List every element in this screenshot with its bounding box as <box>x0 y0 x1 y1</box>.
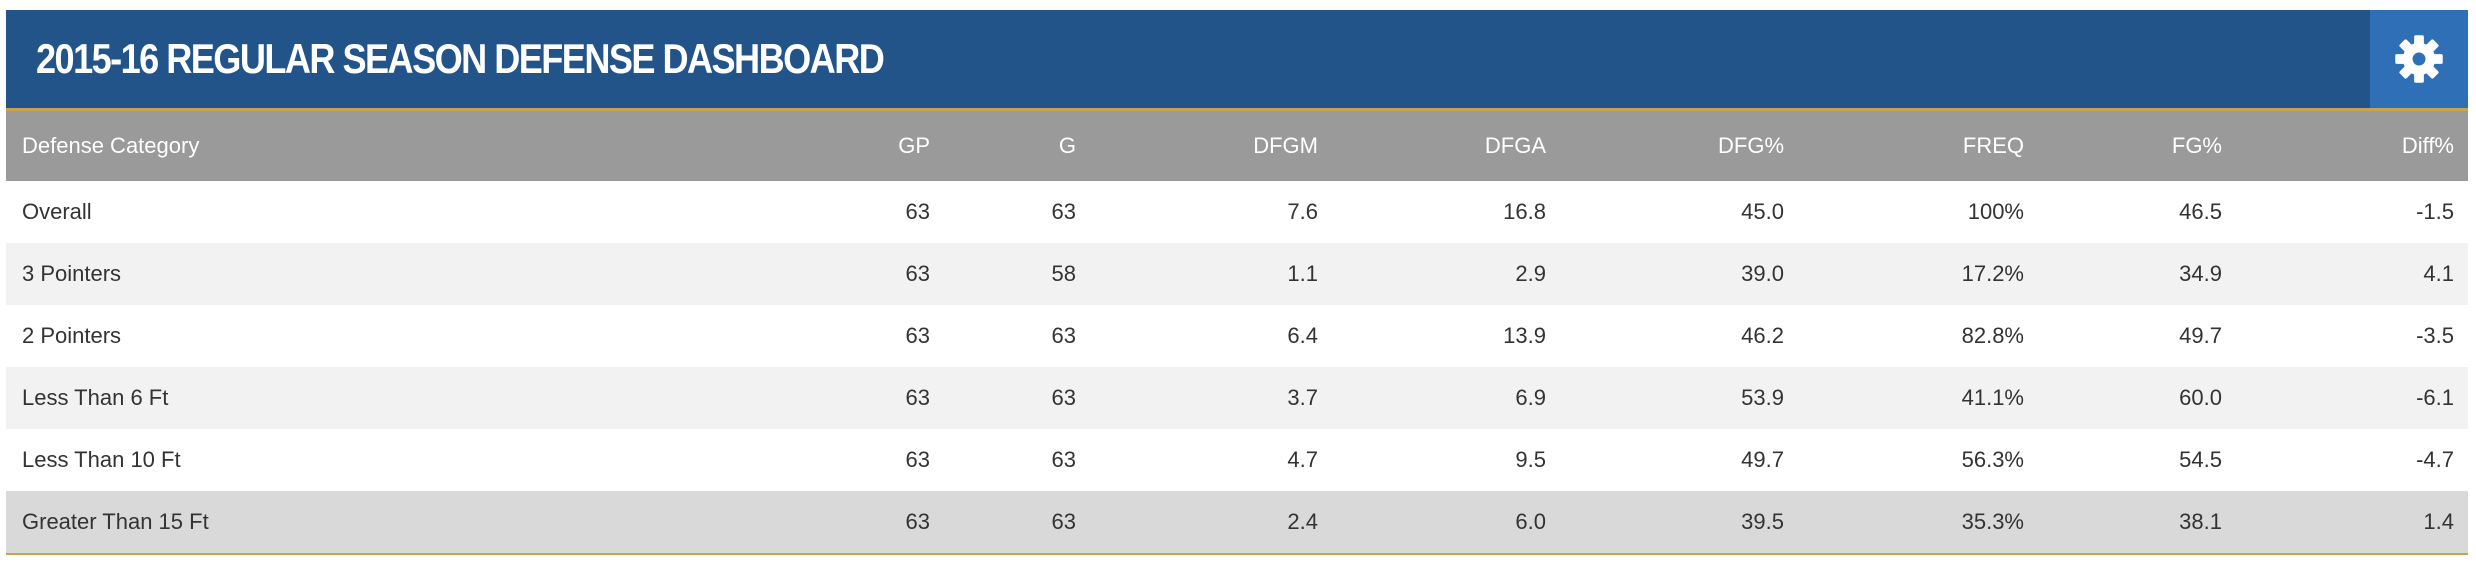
dashboard-title: 2015-16 REGULAR SEASON DEFENSE DASHBOARD <box>36 35 885 82</box>
cell-dfga: 6.9 <box>1515 385 1546 410</box>
cell-freq: 56.3% <box>1961 447 2024 472</box>
defense-dashboard-panel: 2015-16 REGULAR SEASON DEFENSE DASHBOARD <box>6 10 2468 555</box>
cell-dfgm: 4.7 <box>1287 447 1318 472</box>
cell-gp: 63 <box>905 385 930 410</box>
cell-dfg-pct: 45.0 <box>1741 199 1784 224</box>
cell-freq: 82.8% <box>1961 323 2024 348</box>
cell-dfga: 13.9 <box>1503 323 1546 348</box>
cell-dfgm: 3.7 <box>1287 385 1318 410</box>
cell-fg-pct: 38.1 <box>2179 509 2222 534</box>
cell-g: 63 <box>1051 323 1076 348</box>
column-header-dfg-pct[interactable]: DFG% <box>1718 133 1784 158</box>
cell-defense-category: Less Than 6 Ft <box>22 385 169 410</box>
cell-diff-pct: -6.1 <box>2416 385 2454 410</box>
gear-icon <box>2392 32 2446 86</box>
cell-defense-category: Overall <box>22 199 92 224</box>
column-header-dfgm[interactable]: DFGM <box>1253 133 1318 158</box>
column-header-freq[interactable]: FREQ <box>1962 133 2024 158</box>
cell-fg-pct: 49.7 <box>2179 323 2222 348</box>
column-header-diff-pct[interactable]: Diff% <box>2401 133 2454 158</box>
settings-button[interactable] <box>2370 10 2468 108</box>
column-header-dfga[interactable]: DFGA <box>1484 133 1546 158</box>
table-row: Greater Than 15 Ft 63 63 2.4 6.0 39.5 35… <box>6 491 2468 553</box>
cell-diff-pct: -3.5 <box>2416 323 2454 348</box>
cell-gp: 63 <box>905 509 930 534</box>
cell-diff-pct: -1.5 <box>2416 199 2454 224</box>
cell-freq: 35.3% <box>1961 509 2024 534</box>
cell-defense-category: Less Than 10 Ft <box>22 447 181 472</box>
cell-g: 63 <box>1051 199 1076 224</box>
cell-fg-pct: 34.9 <box>2179 261 2222 286</box>
cell-fg-pct: 46.5 <box>2179 199 2222 224</box>
cell-dfg-pct: 39.5 <box>1741 509 1784 534</box>
cell-defense-category: Greater Than 15 Ft <box>22 509 209 534</box>
cell-freq: 41.1% <box>1961 385 2024 410</box>
cell-dfga: 6.0 <box>1515 509 1546 534</box>
cell-freq: 17.2% <box>1961 261 2024 286</box>
cell-dfga: 16.8 <box>1503 199 1546 224</box>
column-header-g[interactable]: G <box>1058 133 1076 158</box>
cell-g: 63 <box>1051 385 1076 410</box>
table-row: Less Than 10 Ft 63 63 4.7 9.5 49.7 56.3%… <box>6 429 2468 491</box>
cell-dfga: 9.5 <box>1515 447 1546 472</box>
table-bottom-accent-line <box>6 553 2468 555</box>
cell-defense-category: 3 Pointers <box>22 261 122 286</box>
cell-diff-pct: 1.4 <box>2423 509 2454 534</box>
cell-g: 63 <box>1051 447 1076 472</box>
cell-freq: 100% <box>1967 199 2024 224</box>
cell-gp: 63 <box>905 261 930 286</box>
cell-dfgm: 7.6 <box>1287 199 1318 224</box>
cell-diff-pct: 4.1 <box>2423 261 2454 286</box>
cell-dfg-pct: 49.7 <box>1741 447 1784 472</box>
table-row: 3 Pointers 63 58 1.1 2.9 39.0 17.2% 34.9… <box>6 243 2468 305</box>
header-accent-line <box>6 108 2468 111</box>
cell-dfgm: 6.4 <box>1287 323 1318 348</box>
cell-g: 63 <box>1051 509 1076 534</box>
cell-g: 58 <box>1051 261 1076 286</box>
cell-diff-pct: -4.7 <box>2416 447 2454 472</box>
dashboard-header: 2015-16 REGULAR SEASON DEFENSE DASHBOARD <box>6 10 2468 108</box>
cell-dfgm: 1.1 <box>1287 261 1318 286</box>
table-row: Less Than 6 Ft 63 63 3.7 6.9 53.9 41.1% … <box>6 367 2468 429</box>
table-row: Overall 63 63 7.6 16.8 45.0 100% 46.5 -1… <box>6 181 2468 243</box>
cell-fg-pct: 60.0 <box>2179 385 2222 410</box>
cell-gp: 63 <box>905 447 930 472</box>
cell-dfga: 2.9 <box>1515 261 1546 286</box>
column-header-gp[interactable]: GP <box>898 133 930 158</box>
table-row: 2 Pointers 63 63 6.4 13.9 46.2 82.8% 49.… <box>6 305 2468 367</box>
cell-defense-category: 2 Pointers <box>22 323 122 348</box>
cell-dfg-pct: 53.9 <box>1741 385 1784 410</box>
cell-dfg-pct: 39.0 <box>1741 261 1784 286</box>
column-header-fg-pct[interactable]: FG% <box>2171 133 2222 158</box>
cell-gp: 63 <box>905 199 930 224</box>
cell-gp: 63 <box>905 323 930 348</box>
cell-fg-pct: 54.5 <box>2179 447 2222 472</box>
cell-dfg-pct: 46.2 <box>1741 323 1784 348</box>
table-header-row: Defense Category GP G DFGM DFGA DFG% FRE… <box>6 111 2468 181</box>
defense-table: Defense Category GP G DFGM DFGA DFG% FRE… <box>6 111 2468 553</box>
cell-dfgm: 2.4 <box>1287 509 1318 534</box>
column-header-defense-category[interactable]: Defense Category <box>22 133 200 158</box>
